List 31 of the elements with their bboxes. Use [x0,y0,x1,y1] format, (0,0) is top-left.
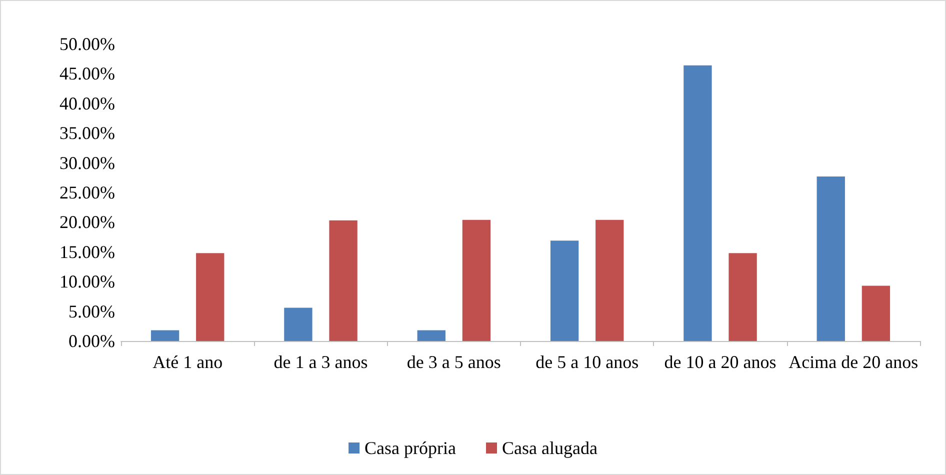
x-tick-label: Até 1 ano [152,352,223,372]
y-tick-label: 45.00% [60,64,115,84]
bar [816,176,845,341]
y-tick-label: 40.00% [60,93,115,114]
x-tick-label: de 1 a 3 anos [274,352,368,372]
y-tick-label: 20.00% [60,212,115,232]
y-tick-label: 30.00% [60,152,115,173]
y-tick-label: 10.00% [60,272,115,292]
bar [596,220,624,341]
x-tick-label: de 10 a 20 anos [664,352,776,372]
bar [196,253,224,341]
bar [684,65,712,341]
y-tick-label: 35.00% [60,123,115,144]
y-tick-label: 25.00% [60,182,115,202]
bar [417,330,446,341]
y-tick-label: 0.00% [68,331,115,351]
bar [862,286,890,341]
y-tick-label: 5.00% [68,301,115,322]
legend-label: Casa própria [364,438,456,458]
bar [550,240,579,341]
legend-label: Casa alugada [502,438,598,458]
bar [284,308,312,341]
bar [728,253,757,341]
y-tick-label: 50.00% [60,34,115,54]
bar [329,220,358,341]
bar [462,220,491,341]
x-tick-label: de 3 a 5 anos [406,352,501,372]
x-tick-label: Acima de 20 anos [788,352,918,372]
x-tick-label: de 5 a 10 anos [536,352,639,372]
y-tick-label: 15.00% [60,242,115,262]
bar [150,330,180,341]
